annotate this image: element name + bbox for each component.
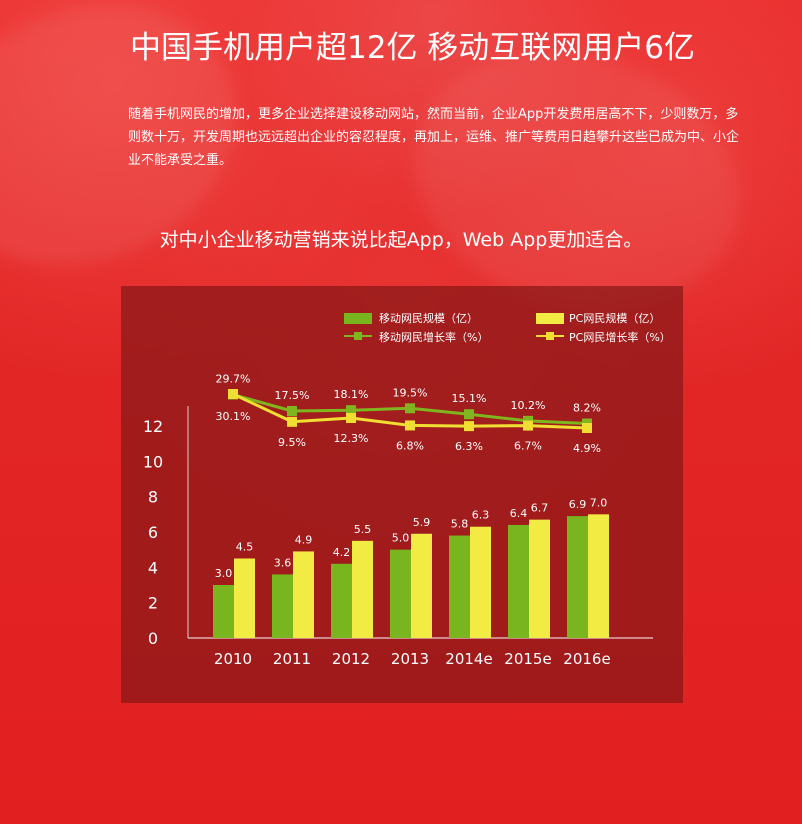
y-tick-12: 12 xyxy=(143,417,163,436)
label-pc-users-2012: 5.5 xyxy=(354,523,372,536)
label-pc-users-2014e: 6.3 xyxy=(472,509,490,522)
x-tick-2016e: 2016e xyxy=(563,650,610,668)
page-headline: 中国手机用户超12亿 移动互联网用户6亿 xyxy=(130,30,696,66)
y-tick-4: 4 xyxy=(148,558,158,577)
label-pc-growth-2012: 12.3% xyxy=(334,432,369,445)
label-mobile-users-2013: 5.0 xyxy=(392,532,410,545)
label-mobile-users-2011: 3.6 xyxy=(274,556,292,569)
legend-pc-growth-swatch xyxy=(536,332,564,340)
label-mobile-growth-2010: 29.7% xyxy=(216,373,251,386)
bar-mobile-users-2010 xyxy=(213,585,234,638)
bar-pc-users-2011 xyxy=(293,551,314,638)
mobile-growth-point-2011 xyxy=(287,406,297,416)
x-tick-2012: 2012 xyxy=(332,650,370,668)
legend-mobile-growth-label: 移动网民增长率（%） xyxy=(379,330,488,344)
label-pc-users-2013: 5.9 xyxy=(413,516,431,529)
label-pc-growth-2010: 30.1% xyxy=(216,410,251,423)
y-tick-10: 10 xyxy=(143,452,163,471)
label-pc-growth-2013: 6.8% xyxy=(396,439,424,452)
chart-panel: 移动网民规模（亿） PC网民规模（亿） 移动网民增长率（%） PC网民增长率（%） 0 2… xyxy=(121,286,683,703)
label-pc-users-2016e: 7.0 xyxy=(590,496,608,509)
pc-growth-point-2013 xyxy=(405,420,415,431)
pc-growth-point-2014e xyxy=(464,421,474,432)
y-tick-6: 6 xyxy=(148,523,158,542)
pc-growth-point-2011 xyxy=(287,416,297,427)
chart-legend xyxy=(344,313,564,340)
label-pc-growth-2016e: 4.9% xyxy=(573,442,601,455)
bar-mobile-users-2014e xyxy=(449,535,470,638)
bar-pc-users-2015e xyxy=(529,519,550,638)
bar-mobile-users-2013 xyxy=(390,549,411,638)
label-pc-users-2015e: 6.7 xyxy=(531,502,549,515)
label-mobile-growth-2012: 18.1% xyxy=(334,388,369,401)
legend-pc-growth-label: PC网民增长率（%） xyxy=(569,330,671,344)
x-tick-2014e: 2014e xyxy=(445,650,492,668)
label-mobile-users-2010: 3.0 xyxy=(215,567,233,580)
bar-mobile-users-2012 xyxy=(331,563,352,638)
x-tick-2010: 2010 xyxy=(214,650,252,668)
legend-pc-users-swatch xyxy=(536,313,564,324)
y-tick-2: 2 xyxy=(148,594,158,613)
legend-pc-users-label: PC网民规模（亿） xyxy=(569,311,660,325)
label-mobile-growth-2013: 19.5% xyxy=(393,386,428,399)
bar-pc-users-2013 xyxy=(411,533,432,638)
label-mobile-growth-2014e: 15.1% xyxy=(452,392,487,405)
label-pc-growth-2015e: 6.7% xyxy=(514,440,542,453)
label-mobile-users-2015e: 6.4 xyxy=(510,507,528,520)
label-pc-users-2011: 4.9 xyxy=(295,533,313,546)
bar-pc-users-2014e xyxy=(470,526,491,638)
x-tick-2013: 2013 xyxy=(391,650,429,668)
pc-growth-point-2015e xyxy=(523,420,533,431)
legend-mobile-users-swatch xyxy=(344,313,372,324)
internet-users-chart: 移动网民规模（亿） PC网民规模（亿） 移动网民增长率（%） PC网民增长率（%） 0 2… xyxy=(143,311,671,668)
mobile-growth-point-2013 xyxy=(405,403,415,414)
intro-text: 随着手机网民的增加，更多企业选择建设移动网站，然而当前，企业App开发费用居高不… xyxy=(128,107,740,168)
y-tick-8: 8 xyxy=(148,488,158,507)
pc-growth-point-2010 xyxy=(228,389,238,399)
label-mobile-growth-2011: 17.5% xyxy=(275,389,310,402)
bar-pc-users-2012 xyxy=(352,540,373,638)
label-mobile-users-2016e: 6.9 xyxy=(569,498,587,511)
legend-mobile-growth-swatch xyxy=(344,332,372,340)
x-tick-2011: 2011 xyxy=(273,650,311,668)
mobile-growth-point-2014e xyxy=(464,409,474,420)
subheadline: 对中小企业移动营销来说比起App，Web App更加适合。 xyxy=(159,229,643,251)
legend-mobile-users-label: 移动网民规模（亿） xyxy=(379,311,478,325)
x-tick-2015e: 2015e xyxy=(504,650,551,668)
label-pc-users-2010: 4.5 xyxy=(236,541,254,554)
bar-pc-users-2010 xyxy=(234,558,255,638)
label-mobile-users-2012: 4.2 xyxy=(333,546,351,559)
pc-growth-point-2012 xyxy=(346,413,356,424)
label-pc-growth-2011: 9.5% xyxy=(278,436,306,449)
label-mobile-users-2014e: 5.8 xyxy=(451,518,469,531)
pc-growth-point-2016e xyxy=(582,423,592,433)
bar-mobile-users-2011 xyxy=(272,574,293,638)
y-tick-0: 0 xyxy=(148,629,158,648)
mobile-growth-point-2012 xyxy=(346,405,356,416)
label-pc-growth-2014e: 6.3% xyxy=(455,440,483,453)
bar-pc-users-2016e xyxy=(588,514,609,638)
label-mobile-growth-2015e: 10.2% xyxy=(511,399,546,412)
bar-mobile-users-2015e xyxy=(508,524,529,638)
bar-mobile-users-2016e xyxy=(567,516,588,638)
label-mobile-growth-2016e: 8.2% xyxy=(573,402,601,415)
